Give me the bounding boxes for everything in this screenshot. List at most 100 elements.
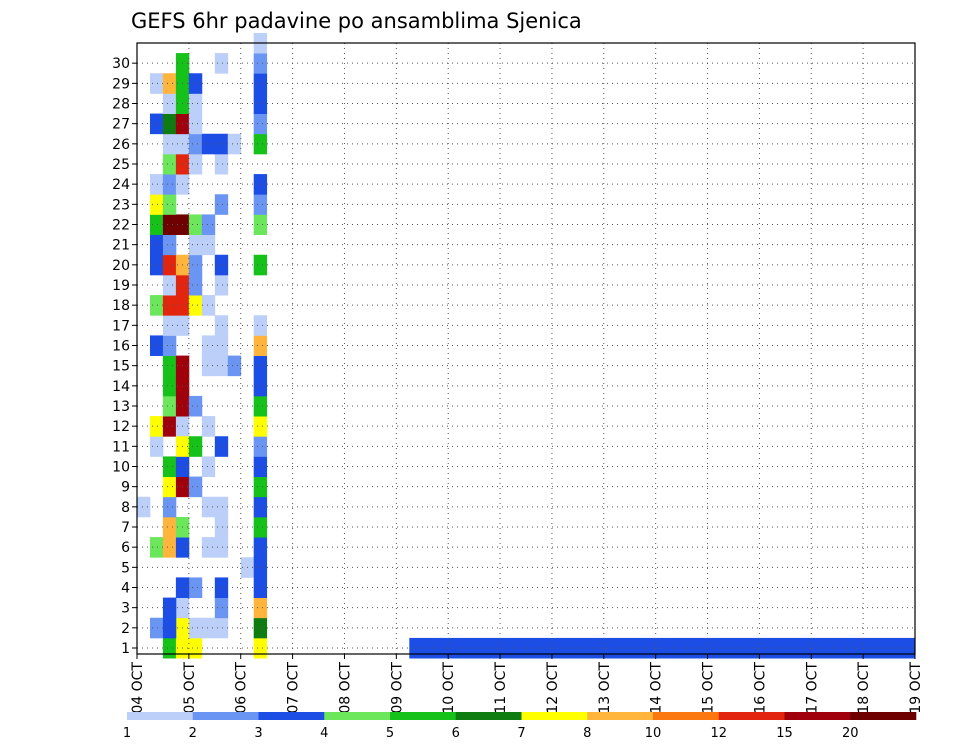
heatmap-cell	[253, 456, 268, 477]
heatmap-cell	[188, 577, 203, 598]
heatmap-cell	[214, 315, 229, 336]
legend-swatch	[653, 712, 720, 720]
heatmap-cell	[162, 174, 177, 195]
legend-swatch	[850, 712, 917, 720]
heatmap-cell	[642, 637, 657, 659]
heatmap-cell	[162, 395, 177, 417]
heatmap-cell	[201, 496, 216, 518]
heatmap-cell	[162, 274, 177, 296]
heatmap-cell	[201, 234, 216, 256]
y-tick-label: 18	[112, 298, 130, 314]
legend-swatch	[258, 712, 325, 720]
x-tick-label: 07 OCT	[286, 662, 302, 714]
heatmap-cell	[253, 254, 268, 276]
x-tick-label: 14 OCT	[649, 662, 665, 714]
legend-label: 6	[452, 726, 460, 741]
heatmap-cell	[253, 416, 268, 437]
y-tick-label: 13	[112, 399, 130, 415]
legend-label: 12	[710, 726, 727, 741]
y-tick-label: 21	[112, 238, 130, 254]
heatmap-cell	[214, 617, 229, 639]
heatmap-cell	[214, 133, 229, 155]
heatmap-cell	[188, 395, 203, 417]
heatmap-cell	[253, 53, 268, 74]
heatmap-cell	[149, 234, 164, 256]
heatmap-cell	[162, 617, 177, 639]
x-tick-label: 12 OCT	[545, 662, 561, 714]
heatmap-cell	[214, 254, 229, 276]
y-tick-label: 15	[112, 359, 130, 375]
y-tick-label: 10	[112, 460, 130, 476]
heatmap-cell	[162, 416, 177, 437]
heatmap-cell	[188, 234, 203, 256]
heatmap-cell	[149, 174, 164, 195]
x-tick-label: 10 OCT	[441, 662, 457, 714]
y-tick-label: 2	[121, 621, 130, 637]
heatmap-cell	[201, 416, 216, 437]
legend-swatch	[390, 712, 457, 720]
heatmap-cell	[162, 73, 177, 94]
plot-frame	[136, 42, 916, 655]
y-tick-label: 22	[112, 218, 130, 234]
heatmap-cell	[162, 537, 177, 558]
heatmap-cell	[201, 133, 216, 155]
legend-label: 4	[320, 726, 328, 741]
heatmap-cell	[137, 496, 151, 518]
y-tick-label: 14	[112, 379, 130, 395]
x-tick-label: 15 OCT	[701, 662, 717, 714]
heatmap-cell	[707, 637, 721, 659]
legend-label: 3	[254, 726, 262, 741]
heatmap-cell	[188, 254, 203, 276]
heatmap-cell	[616, 637, 631, 659]
heatmap-cell	[253, 537, 268, 558]
heatmap-cell	[201, 617, 216, 639]
x-tick-label: 08 OCT	[337, 662, 353, 714]
heatmap-cell	[253, 516, 268, 538]
heatmap-cell	[162, 516, 177, 538]
heatmap-cell	[500, 637, 514, 659]
heatmap-cell	[253, 637, 268, 659]
legend-swatch	[324, 712, 391, 720]
heatmap-cell	[837, 637, 851, 659]
heatmap-cell	[253, 133, 268, 155]
y-tick-label: 20	[112, 258, 130, 274]
heatmap-cell	[201, 456, 216, 477]
heatmap-cell	[149, 436, 164, 457]
heatmap-cell	[162, 456, 177, 477]
x-tick-label: 06 OCT	[234, 662, 250, 714]
y-tick-label: 24	[112, 177, 130, 193]
heatmap-cell	[253, 375, 268, 397]
heatmap-cell	[746, 637, 760, 659]
legend-swatch	[192, 712, 259, 720]
legend-swatch	[521, 712, 588, 720]
heatmap-cell	[188, 476, 203, 498]
heatmap-cell	[863, 637, 877, 659]
legend-swatch	[784, 712, 851, 720]
heatmap-cell	[253, 113, 268, 135]
chart-title: GEFS 6hr padavine po ansamblima Sjenica	[131, 9, 582, 33]
heatmap-cell	[214, 355, 229, 377]
heatmap-cell	[681, 637, 695, 659]
heatmap-cell	[149, 113, 164, 135]
heatmap-cell	[513, 637, 527, 659]
heatmap-cell	[188, 73, 203, 94]
heatmap-cell	[253, 315, 268, 336]
heatmap-cell	[629, 637, 644, 659]
heatmap-cell	[253, 577, 268, 598]
heatmap-cell	[201, 355, 216, 377]
legend-label: 10	[645, 726, 662, 741]
heatmap-cell	[188, 295, 203, 316]
heatmap-cell	[162, 93, 177, 114]
y-tick-label: 25	[112, 157, 130, 173]
heatmap-cell	[551, 637, 566, 659]
heatmap-cell	[409, 637, 423, 659]
heatmap-cell	[253, 174, 268, 195]
legend: 1 2 3 4 5 6 7 8 10 12 15 20	[123, 712, 917, 741]
heatmap-cell	[149, 194, 164, 215]
heatmap-cell	[889, 637, 903, 659]
grid-lines	[137, 43, 915, 654]
heatmap-cell	[253, 597, 268, 619]
heatmap-cell	[253, 335, 268, 356]
heatmap-cell	[850, 637, 864, 659]
heatmap-cell	[253, 93, 268, 114]
